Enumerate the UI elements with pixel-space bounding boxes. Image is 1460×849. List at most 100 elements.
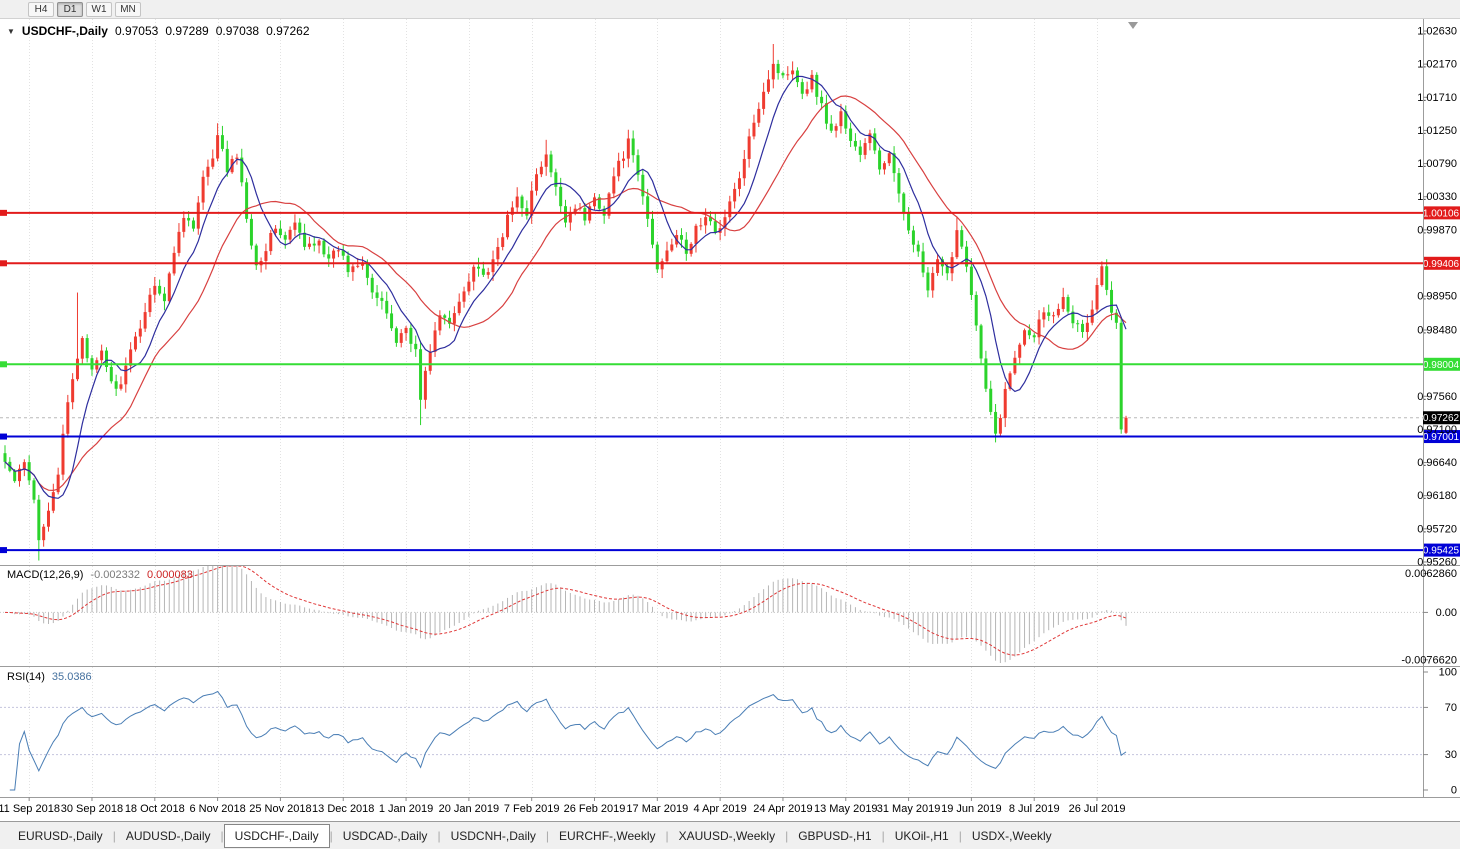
tf-button-mn[interactable]: MN	[115, 1, 141, 17]
tab-usdcad-daily[interactable]: USDCAD-,Daily	[342, 828, 428, 843]
svg-text:0.97560: 0.97560	[1417, 391, 1457, 403]
price-axis[interactable]: 1.02630 1.02170 1.01710 1.01250 1.00790 1.003…	[1417, 26, 1457, 569]
svg-text:8 Jul 2019: 8 Jul 2019	[1009, 803, 1060, 815]
tab-separator: |	[665, 828, 669, 843]
svg-text:24 Apr 2019: 24 Apr 2019	[753, 803, 812, 815]
svg-text:0.95720: 0.95720	[1417, 523, 1457, 535]
svg-text:0.99870: 0.99870	[1417, 224, 1457, 236]
tab-separator: |	[112, 828, 116, 843]
hline-1.00106[interactable]: 1.00106	[0, 206, 1460, 220]
svg-text:20 Jan 2019: 20 Jan 2019	[439, 803, 500, 815]
tab-usdx-weekly[interactable]: USDX-,Weekly	[971, 828, 1052, 843]
svg-text:0.98950: 0.98950	[1417, 291, 1457, 303]
tab-gbpusd-h1[interactable]: GBPUSD-,H1	[798, 828, 872, 843]
hline-0.97001[interactable]: 0.97001	[0, 430, 1460, 444]
svg-text:100: 100	[1439, 667, 1457, 679]
tab-xauusd-weekly[interactable]: XAUUSD-,Weekly	[678, 828, 776, 843]
tab-separator: |	[220, 828, 224, 843]
svg-text:30: 30	[1445, 749, 1457, 761]
macd-signal-line	[4, 565, 1127, 656]
svg-text:0.98480: 0.98480	[1417, 325, 1457, 337]
svg-text:0.00: 0.00	[1436, 607, 1457, 619]
rsi-label: RSI(14) 35.0386	[7, 671, 92, 683]
ohlc-high: 0.97289	[165, 24, 209, 38]
macd-signal-value: 0.000083	[146, 569, 193, 581]
svg-text:30 Sep 2018: 30 Sep 2018	[61, 803, 123, 815]
rsi-levels	[0, 706, 1423, 756]
candlesticks	[3, 43, 1128, 561]
svg-text:4 Apr 2019: 4 Apr 2019	[694, 803, 747, 815]
chart-plot[interactable]: 1.001060.994060.980040.970010.954251.026…	[0, 19, 1460, 821]
tf-button-d1[interactable]: D1	[57, 1, 83, 17]
svg-text:0: 0	[1451, 785, 1457, 797]
tab-eurusd-daily[interactable]: EURUSD-,Daily	[18, 828, 103, 843]
tf-button-w1[interactable]: W1	[86, 1, 112, 17]
svg-text:0.97262: 0.97262	[1423, 413, 1460, 424]
tab-separator: |	[881, 828, 885, 843]
macd-axis[interactable]: 0.0062860 0.00 -0.0076620	[1401, 568, 1457, 666]
tab-separator: |	[958, 828, 962, 843]
rsi-line	[9, 690, 1127, 791]
svg-text:17 Mar 2019: 17 Mar 2019	[626, 803, 688, 815]
timeframe-toolbar: H4 D1 W1 MN	[0, 0, 1460, 19]
svg-text:7 Feb 2019: 7 Feb 2019	[504, 803, 560, 815]
svg-text:1.02170: 1.02170	[1417, 59, 1457, 71]
svg-text:19 Jun 2019: 19 Jun 2019	[941, 803, 1002, 815]
ohlc-low: 0.97038	[215, 24, 260, 38]
tf-button-h4[interactable]: H4	[28, 1, 54, 17]
svg-text:25 Nov 2018: 25 Nov 2018	[249, 803, 311, 815]
ohlc-close: 0.97262	[266, 24, 310, 38]
macd-label: MACD(12,26,9) -0.002332 0.000083	[7, 569, 193, 581]
ma-slow-line	[4, 95, 1127, 492]
collapse-icon[interactable]: ▼	[7, 26, 15, 36]
chart-tabbar: EURUSD-,Daily | AUDUSD-,Daily | USDCHF-,Dail…	[0, 821, 1460, 849]
svg-text:26 Jul 2019: 26 Jul 2019	[1069, 803, 1126, 815]
svg-text:0.97100: 0.97100	[1417, 424, 1457, 436]
svg-text:31 May 2019: 31 May 2019	[877, 803, 941, 815]
tab-usdcnh-daily[interactable]: USDCNH-,Daily	[450, 828, 536, 843]
svg-text:1.01710: 1.01710	[1417, 92, 1457, 104]
svg-text:1.00330: 1.00330	[1417, 191, 1457, 203]
current-price-badge: 0.97262	[1423, 411, 1460, 425]
svg-text:0.99406: 0.99406	[1423, 259, 1460, 270]
svg-text:1.00106: 1.00106	[1423, 208, 1460, 219]
pane-frame	[0, 19, 1460, 798]
chart-header: ▼ USDCHF-,Daily 0.97053 0.97289 0.97038 …	[7, 24, 310, 38]
macd-main-value: -0.002332	[90, 569, 140, 581]
macd-histogram	[9, 566, 1127, 663]
svg-text:11 Sep 2018: 11 Sep 2018	[0, 803, 60, 815]
svg-text:1.01250: 1.01250	[1417, 125, 1457, 137]
ma-fast-line	[4, 75, 1127, 499]
ohlc-open: 0.97053	[114, 24, 159, 38]
rsi-title: RSI(14)	[7, 671, 45, 683]
tab-ukoil-h1[interactable]: UKOil-,H1	[894, 828, 949, 843]
svg-text:18 Oct 2018: 18 Oct 2018	[125, 803, 185, 815]
svg-text:0.95260: 0.95260	[1417, 556, 1457, 568]
symbol-label: USDCHF-,Daily	[21, 24, 108, 38]
svg-text:70: 70	[1445, 702, 1457, 714]
svg-text:0.95425: 0.95425	[1423, 546, 1460, 557]
time-axis[interactable]: 11 Sep 2018 30 Sep 2018 18 Oct 2018 6 Nov 2…	[0, 797, 1125, 815]
chart-shift-marker-icon[interactable]	[1128, 22, 1138, 29]
svg-text:1.00790: 1.00790	[1417, 158, 1457, 170]
hline-0.98004[interactable]: 0.98004	[0, 357, 1460, 371]
tab-separator: |	[545, 828, 550, 843]
svg-text:0.96180: 0.96180	[1417, 490, 1457, 502]
svg-text:13 May 2019: 13 May 2019	[814, 803, 878, 815]
tab-usdchf-daily[interactable]: USDCHF-,Daily	[223, 823, 330, 848]
svg-text:0.98004: 0.98004	[1423, 360, 1460, 371]
tab-separator: |	[437, 828, 441, 843]
tab-separator: |	[785, 828, 789, 843]
rsi-axis[interactable]: 100 70 30 0	[1423, 667, 1457, 797]
macd-title: MACD(12,26,9)	[7, 569, 84, 581]
svg-text:13 Dec 2018: 13 Dec 2018	[312, 803, 374, 815]
hline-0.99406[interactable]: 0.99406	[0, 256, 1460, 270]
tab-separator: |	[329, 828, 333, 843]
hline-0.95425[interactable]: 0.95425	[0, 543, 1460, 557]
tab-eurchf-weekly[interactable]: EURCHF-,Weekly	[559, 828, 656, 843]
svg-text:6 Nov 2018: 6 Nov 2018	[189, 803, 245, 815]
svg-text:1 Jan 2019: 1 Jan 2019	[379, 803, 433, 815]
svg-text:0.97001: 0.97001	[1423, 432, 1460, 443]
tab-audusd-daily[interactable]: AUDUSD-,Daily	[125, 828, 211, 843]
svg-text:26 Feb 2019: 26 Feb 2019	[564, 803, 626, 815]
